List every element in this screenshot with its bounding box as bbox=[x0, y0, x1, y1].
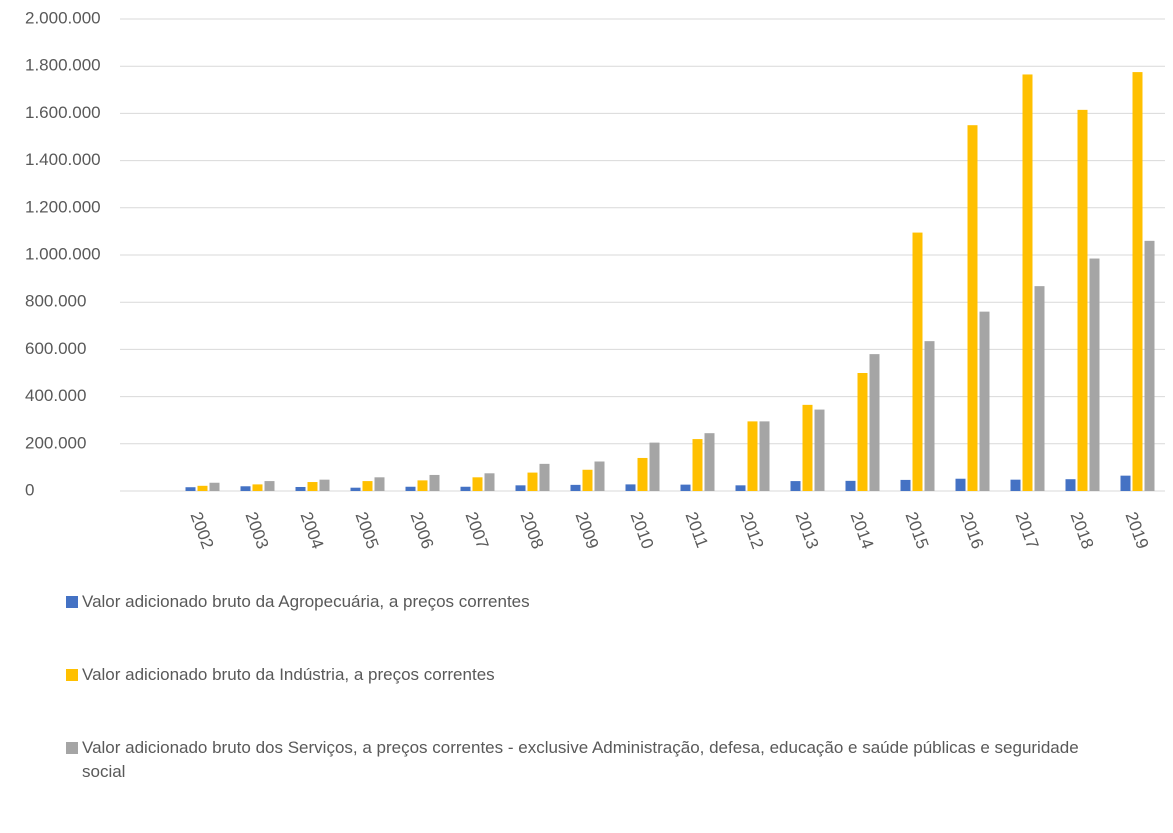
bar bbox=[350, 487, 361, 491]
bar bbox=[527, 472, 538, 491]
bar bbox=[539, 463, 550, 491]
bar bbox=[967, 125, 978, 491]
bar bbox=[704, 433, 715, 491]
bar bbox=[759, 421, 770, 491]
bar bbox=[405, 486, 416, 491]
bar bbox=[637, 457, 648, 491]
legend-item: Valor adicionado bruto da Indústria, a p… bbox=[66, 663, 1126, 687]
bar bbox=[857, 373, 868, 491]
x-tick-label: 2004 bbox=[297, 509, 328, 551]
bar bbox=[1132, 72, 1143, 491]
page: 0 200.000 400.000 600.000 800.000 1.000.000 1.… bbox=[25, 8, 1165, 781]
bar bbox=[649, 442, 660, 491]
x-tick-label: 2003 bbox=[242, 509, 273, 551]
bar bbox=[814, 409, 825, 491]
legend-swatch bbox=[66, 669, 78, 681]
x-tick-label: 2018 bbox=[1067, 509, 1098, 551]
legend-item: Valor adicionado bruto da Agropecuária, … bbox=[66, 590, 1126, 614]
x-tick-label: 2012 bbox=[737, 509, 768, 551]
legend-swatch bbox=[66, 596, 78, 608]
x-tick-label: 2002 bbox=[187, 509, 218, 551]
bar bbox=[1089, 258, 1100, 491]
y-tick-label: 1.200.000 bbox=[25, 197, 101, 216]
bar bbox=[979, 311, 990, 491]
y-tick-label: 600.000 bbox=[25, 339, 86, 358]
x-tick-label: 2011 bbox=[682, 509, 712, 550]
bar bbox=[1144, 240, 1155, 491]
bar bbox=[625, 484, 636, 491]
bar bbox=[790, 481, 801, 491]
x-tick-label: 2006 bbox=[407, 509, 438, 551]
bar bbox=[735, 485, 746, 491]
y-tick-label: 800.000 bbox=[25, 292, 86, 311]
x-tick-label: 2015 bbox=[902, 509, 933, 551]
bar bbox=[692, 439, 703, 491]
bar bbox=[570, 484, 581, 491]
bar bbox=[924, 341, 935, 491]
legend-item: Valor adicionado bruto dos Serviços, a p… bbox=[66, 736, 1126, 784]
bar bbox=[429, 474, 440, 491]
legend: Valor adicionado bruto da Agropecuária, … bbox=[66, 590, 1126, 833]
x-tick-label: 2007 bbox=[462, 509, 493, 551]
x-tick-label: 2019 bbox=[1122, 509, 1153, 551]
bar bbox=[1065, 479, 1076, 491]
y-tick-label: 1.000.000 bbox=[25, 244, 101, 263]
bar bbox=[1022, 74, 1033, 492]
bar bbox=[680, 484, 691, 491]
x-tick-label: 2013 bbox=[792, 509, 823, 551]
bar bbox=[417, 480, 428, 491]
bar bbox=[1077, 109, 1088, 492]
chart: 0 200.000 400.000 600.000 800.000 1.000.000 1.… bbox=[25, 8, 1165, 551]
y-tick-label: 400.000 bbox=[25, 386, 86, 405]
bar bbox=[374, 477, 385, 491]
bar bbox=[955, 478, 966, 491]
bar bbox=[185, 487, 196, 491]
bar bbox=[900, 479, 911, 491]
x-tick-label: 2014 bbox=[847, 509, 878, 551]
bar bbox=[252, 484, 263, 491]
bar bbox=[582, 469, 593, 491]
x-tick-label: 2008 bbox=[517, 509, 548, 551]
bar bbox=[362, 481, 373, 491]
legend-label: Valor adicionado bruto da Indústria, a p… bbox=[82, 665, 495, 684]
y-tick-label: 0 bbox=[25, 480, 34, 499]
bar bbox=[319, 479, 330, 491]
bar bbox=[845, 480, 856, 491]
bar bbox=[1120, 475, 1131, 491]
bar bbox=[264, 481, 275, 491]
x-tick-label: 2017 bbox=[1012, 509, 1043, 551]
y-tick-label: 200.000 bbox=[25, 433, 86, 452]
legend-label: Valor adicionado bruto dos Serviços, a p… bbox=[82, 738, 1079, 781]
x-tick-label: 2009 bbox=[572, 509, 603, 551]
bar bbox=[295, 486, 306, 491]
bar bbox=[912, 232, 923, 491]
y-tick-label: 1.600.000 bbox=[25, 103, 101, 122]
x-tick-label: 2010 bbox=[627, 509, 658, 551]
bar bbox=[802, 404, 813, 491]
x-tick-label: 2016 bbox=[957, 509, 988, 551]
bar bbox=[594, 461, 605, 491]
bar bbox=[484, 473, 495, 491]
bar bbox=[307, 482, 318, 491]
bar bbox=[240, 486, 251, 491]
bar bbox=[869, 354, 880, 491]
bar bbox=[515, 485, 526, 491]
y-tick-label: 1.800.000 bbox=[25, 56, 101, 75]
bar bbox=[460, 486, 471, 491]
y-tick-label: 2.000.000 bbox=[25, 8, 101, 27]
bar bbox=[472, 477, 483, 491]
legend-label: Valor adicionado bruto da Agropecuária, … bbox=[82, 592, 530, 611]
bar bbox=[209, 482, 220, 491]
bar bbox=[197, 485, 208, 491]
x-tick-label: 2005 bbox=[352, 509, 383, 551]
y-tick-label: 1.400.000 bbox=[25, 150, 101, 169]
legend-swatch bbox=[66, 742, 78, 754]
bar bbox=[1034, 286, 1045, 491]
bar bbox=[747, 421, 758, 491]
bar bbox=[1010, 479, 1021, 491]
